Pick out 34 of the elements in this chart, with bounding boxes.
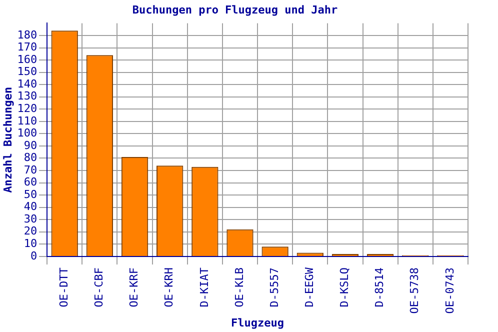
x-tick-label: D-8514 bbox=[373, 267, 386, 308]
y-tick-label: 130 bbox=[17, 90, 38, 103]
y-tick-label: 120 bbox=[17, 102, 38, 115]
x-tick-label: D-KIAT bbox=[198, 267, 211, 308]
y-tick-label: 20 bbox=[24, 224, 38, 238]
x-tick-label: OE-KRF bbox=[128, 267, 141, 308]
y-tick-label: 90 bbox=[24, 138, 38, 152]
y-tick-label: 40 bbox=[24, 200, 38, 214]
y-tick-label: 0 bbox=[30, 249, 38, 262]
x-tick-label: OE-CBF bbox=[92, 267, 106, 308]
x-tick-label: D-5557 bbox=[268, 267, 281, 308]
y-tick-label: 150 bbox=[17, 65, 38, 78]
y-tick-label: 80 bbox=[24, 151, 38, 164]
x-tick-label: D-KSLQ bbox=[338, 267, 352, 308]
x-tick-label: OE-5738 bbox=[408, 267, 422, 314]
y-tick-label: 50 bbox=[24, 188, 38, 201]
y-tick-label: 160 bbox=[17, 52, 38, 66]
y-tick-label: 110 bbox=[17, 114, 38, 128]
y-tick-label: 60 bbox=[24, 176, 38, 189]
x-tick-label: OE-DTT bbox=[57, 267, 70, 308]
y-tick-label: 10 bbox=[24, 237, 38, 250]
x-tick-label: OE-KRH bbox=[162, 267, 176, 308]
x-axis-title: Flugzeug bbox=[231, 316, 284, 330]
chart-title: Buchungen pro Flugzeug und Jahr bbox=[132, 3, 338, 16]
x-tick-label: D-EEGW bbox=[303, 267, 316, 308]
y-axis-title: Anzahl Buchungen bbox=[1, 86, 14, 193]
y-tick-label: 170 bbox=[17, 40, 38, 54]
x-tick-label: OE-KLB bbox=[232, 267, 246, 308]
x-tick-label: OE-0743 bbox=[443, 267, 456, 314]
y-tick-label: 140 bbox=[17, 77, 38, 90]
y-tick-label: 70 bbox=[24, 163, 38, 176]
y-tick-label: 30 bbox=[24, 212, 38, 226]
y-tick-label: 100 bbox=[17, 126, 38, 140]
y-tick-label: 180 bbox=[17, 28, 38, 42]
